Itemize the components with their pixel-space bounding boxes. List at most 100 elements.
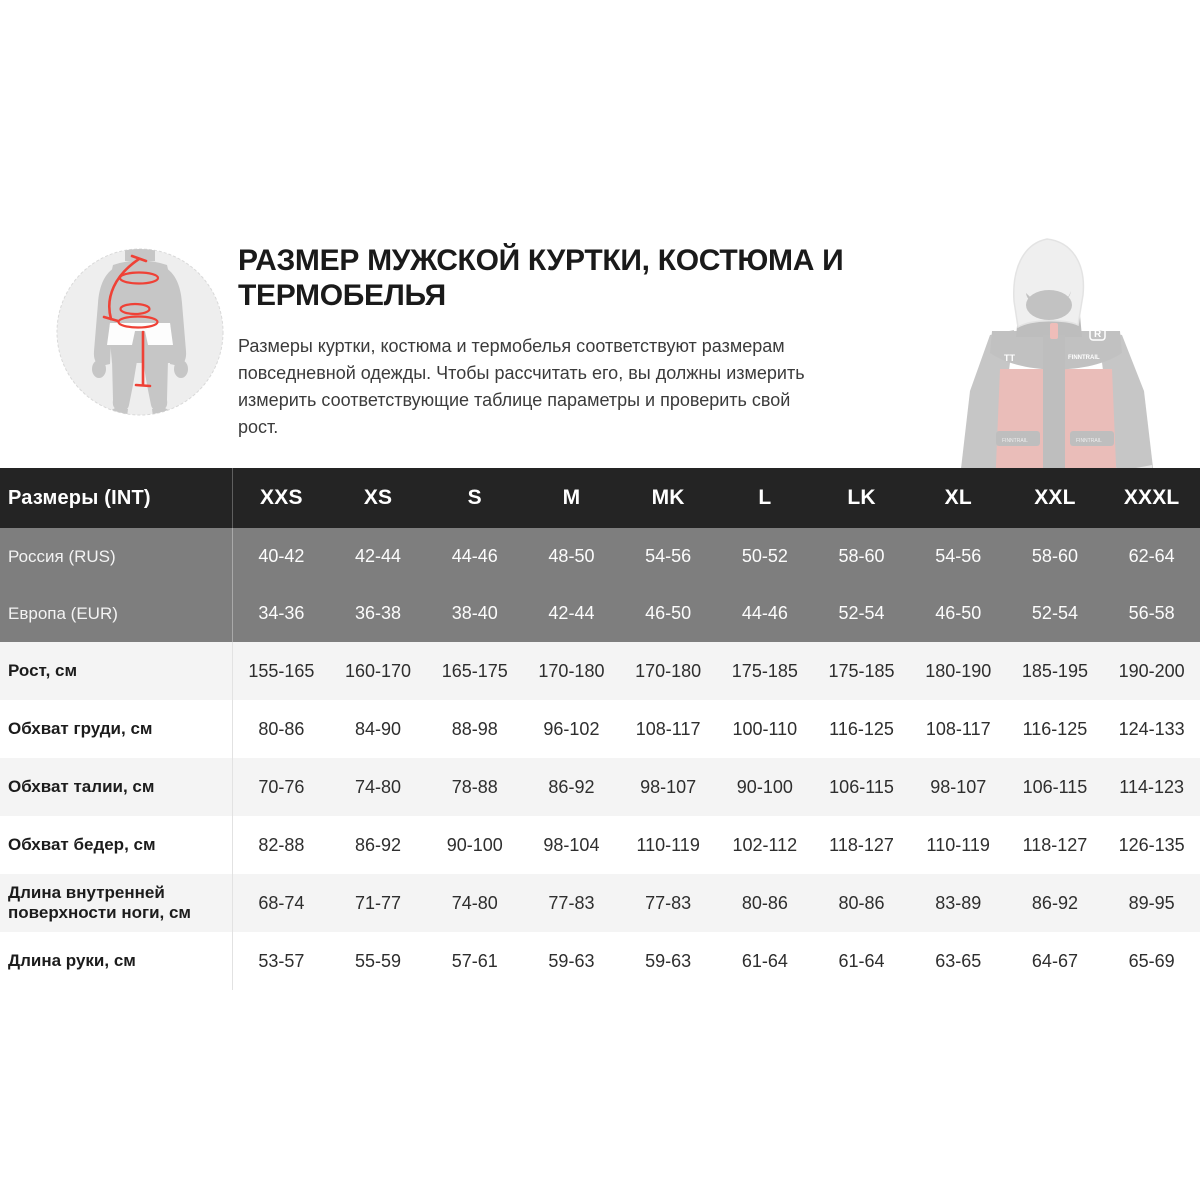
size-value-cell: 53-57: [258, 950, 305, 971]
column-header-xxxl: XXXL: [1123, 486, 1180, 509]
row-label: Обхват бедер, см: [0, 816, 233, 874]
column-header-lk: LK: [847, 486, 876, 509]
table-header-row: Размеры (INT) XXS XS S M MK L LK XL XXL XXXL: [0, 468, 1200, 528]
size-value-cell: 42-44: [355, 546, 402, 566]
column-header-l: L: [758, 486, 772, 509]
column-header-xxl: XXL: [1034, 486, 1076, 509]
size-value-cell: 63-65: [935, 950, 982, 971]
size-value-cell: 68-74: [258, 892, 305, 913]
size-value-cell: 118-127: [829, 834, 894, 855]
size-value-cell: 160-170: [345, 660, 412, 681]
row-label: Длина руки, см: [0, 932, 233, 990]
size-value-cell: 116-125: [1022, 718, 1088, 739]
size-value-cell: 175-185: [731, 660, 798, 681]
table-row: Европа (EUR) 34-36 36-38 38-40 42-44 46-50 44-…: [0, 585, 1200, 642]
size-value-cell: 114-123: [1119, 776, 1184, 797]
jacket-drawing: TT FINNTRAIL R FINNTRAIL FINNTRAIL: [961, 238, 1154, 468]
page-title-line2: ТЕРМОБЕЛЬЯ: [238, 279, 446, 312]
size-value-cell: 36-38: [355, 603, 402, 623]
description-line: измерить соответствующие таблице парамет…: [238, 390, 791, 410]
description-line: повседневной одежды. Чтобы рассчитать ег…: [238, 363, 805, 383]
size-chart-table: Размеры (INT) XXS XS S M MK L LK XL XXL XXXL Росс…: [0, 468, 1200, 990]
row-label: Длина внутренней поверхности ноги, см: [0, 874, 233, 932]
size-value-cell: 86-92: [355, 834, 402, 855]
chest-girth-mark: [118, 271, 160, 285]
row-label: Рост, см: [0, 642, 233, 700]
svg-text:FINNTRAIL: FINNTRAIL: [1076, 438, 1102, 444]
back-length-curve-mark: [108, 257, 141, 321]
page-title-line1: РАЗМЕР МУЖСКОЙ КУРТКИ, КОСТЮМА И: [238, 244, 844, 277]
size-value-cell: 74-80: [451, 892, 498, 913]
size-value-cell: 74-80: [355, 776, 402, 797]
size-value-cell: 89-95: [1128, 892, 1175, 913]
table-corner-label: Размеры (INT): [0, 468, 233, 528]
size-value-cell: 100-110: [732, 718, 798, 739]
size-value-cell: 98-107: [640, 776, 697, 797]
size-value-cell: 57-61: [451, 950, 498, 971]
page-description: Размеры куртки, костюма и термобелья соо…: [238, 333, 938, 441]
brand-logo-r: R: [1094, 329, 1102, 340]
size-value-cell: 64-67: [1031, 950, 1078, 971]
measurement-marks: [102, 254, 160, 388]
size-value-cell: 61-64: [741, 950, 788, 971]
column-header-s: S: [467, 486, 482, 509]
size-value-cell: 86-92: [1031, 892, 1078, 913]
jacket-product-image: TT FINNTRAIL R FINNTRAIL FINNTRAIL: [930, 231, 1182, 468]
size-value-cell: 44-46: [741, 603, 788, 623]
hip-girth-mark: [117, 315, 159, 329]
row-label: Россия (RUS): [0, 528, 233, 585]
size-value-cell: 155-165: [248, 660, 315, 681]
size-value-cell: 110-119: [636, 834, 700, 855]
column-header-mk: MK: [651, 486, 685, 509]
size-value-cell: 106-115: [829, 776, 894, 797]
body-measurement-diagram-svg: [56, 248, 224, 416]
size-value-cell: 106-115: [1022, 776, 1088, 797]
size-value-cell: 190-200: [1118, 660, 1185, 681]
size-value-cell: 78-88: [451, 776, 498, 797]
size-value-cell: 77-83: [645, 892, 692, 913]
size-value-cell: 52-54: [838, 603, 885, 623]
table-row: Длина внутренней поверхности ноги, см 68-…: [0, 874, 1200, 932]
waist-girth-mark: [119, 302, 151, 316]
size-value-cell: 58-60: [838, 546, 885, 566]
size-value-cell: 44-46: [451, 546, 498, 566]
size-value-cell: 90-100: [736, 776, 793, 797]
size-value-cell: 46-50: [935, 603, 982, 623]
size-value-cell: 96-102: [543, 718, 600, 739]
table-row: Обхват бедер, см 82-88 86-92 90-100 98-104 11…: [0, 816, 1200, 874]
size-value-cell: 58-60: [1031, 546, 1078, 566]
page-title: РАЗМЕР МУЖСКОЙ КУРТКИ, КОСТЮМА И ТЕРМОБЕ…: [238, 243, 938, 313]
size-value-cell: 180-190: [925, 660, 992, 681]
column-header-xl: XL: [944, 486, 972, 509]
size-value-cell: 124-133: [1118, 718, 1185, 739]
size-value-cell: 70-76: [258, 776, 305, 797]
size-value-cell: 98-104: [543, 834, 600, 855]
intro-block: РАЗМЕР МУЖСКОЙ КУРТКИ, КОСТЮМА И ТЕРМОБЕ…: [238, 243, 938, 441]
body-measurement-illustration: [55, 245, 225, 420]
size-value-cell: 108-117: [635, 718, 701, 739]
size-value-cell: 61-64: [838, 950, 885, 971]
column-header-xxs: XXS: [260, 486, 303, 509]
brand-logo-tt: TT: [1004, 353, 1015, 363]
size-value-cell: 118-127: [1022, 834, 1088, 855]
size-value-cell: 110-119: [926, 834, 990, 855]
size-value-cell: 126-135: [1118, 834, 1185, 855]
size-value-cell: 46-50: [645, 603, 692, 623]
row-label: Обхват талии, см: [0, 758, 233, 816]
size-value-cell: 40-42: [258, 546, 305, 566]
table-row: Россия (RUS) 40-42 42-44 44-46 48-50 54-56 50-…: [0, 528, 1200, 585]
size-value-cell: 165-175: [441, 660, 508, 681]
size-value-cell: 38-40: [451, 603, 498, 623]
column-header-xs: XS: [363, 486, 393, 509]
size-value-cell: 52-54: [1031, 603, 1078, 623]
size-value-cell: 54-56: [935, 546, 982, 566]
table-row: Длина руки, см 53-57 55-59 57-61 59-63 59-63 6…: [0, 932, 1200, 990]
size-value-cell: 80-86: [741, 892, 788, 913]
size-value-cell: 88-98: [451, 718, 498, 739]
size-value-cell: 90-100: [446, 834, 503, 855]
size-value-cell: 77-83: [548, 892, 595, 913]
size-value-cell: 84-90: [355, 718, 402, 739]
hero-section: РАЗМЕР МУЖСКОЙ КУРТКИ, КОСТЮМА И ТЕРМОБЕ…: [0, 0, 1200, 468]
size-value-cell: 48-50: [548, 546, 595, 566]
